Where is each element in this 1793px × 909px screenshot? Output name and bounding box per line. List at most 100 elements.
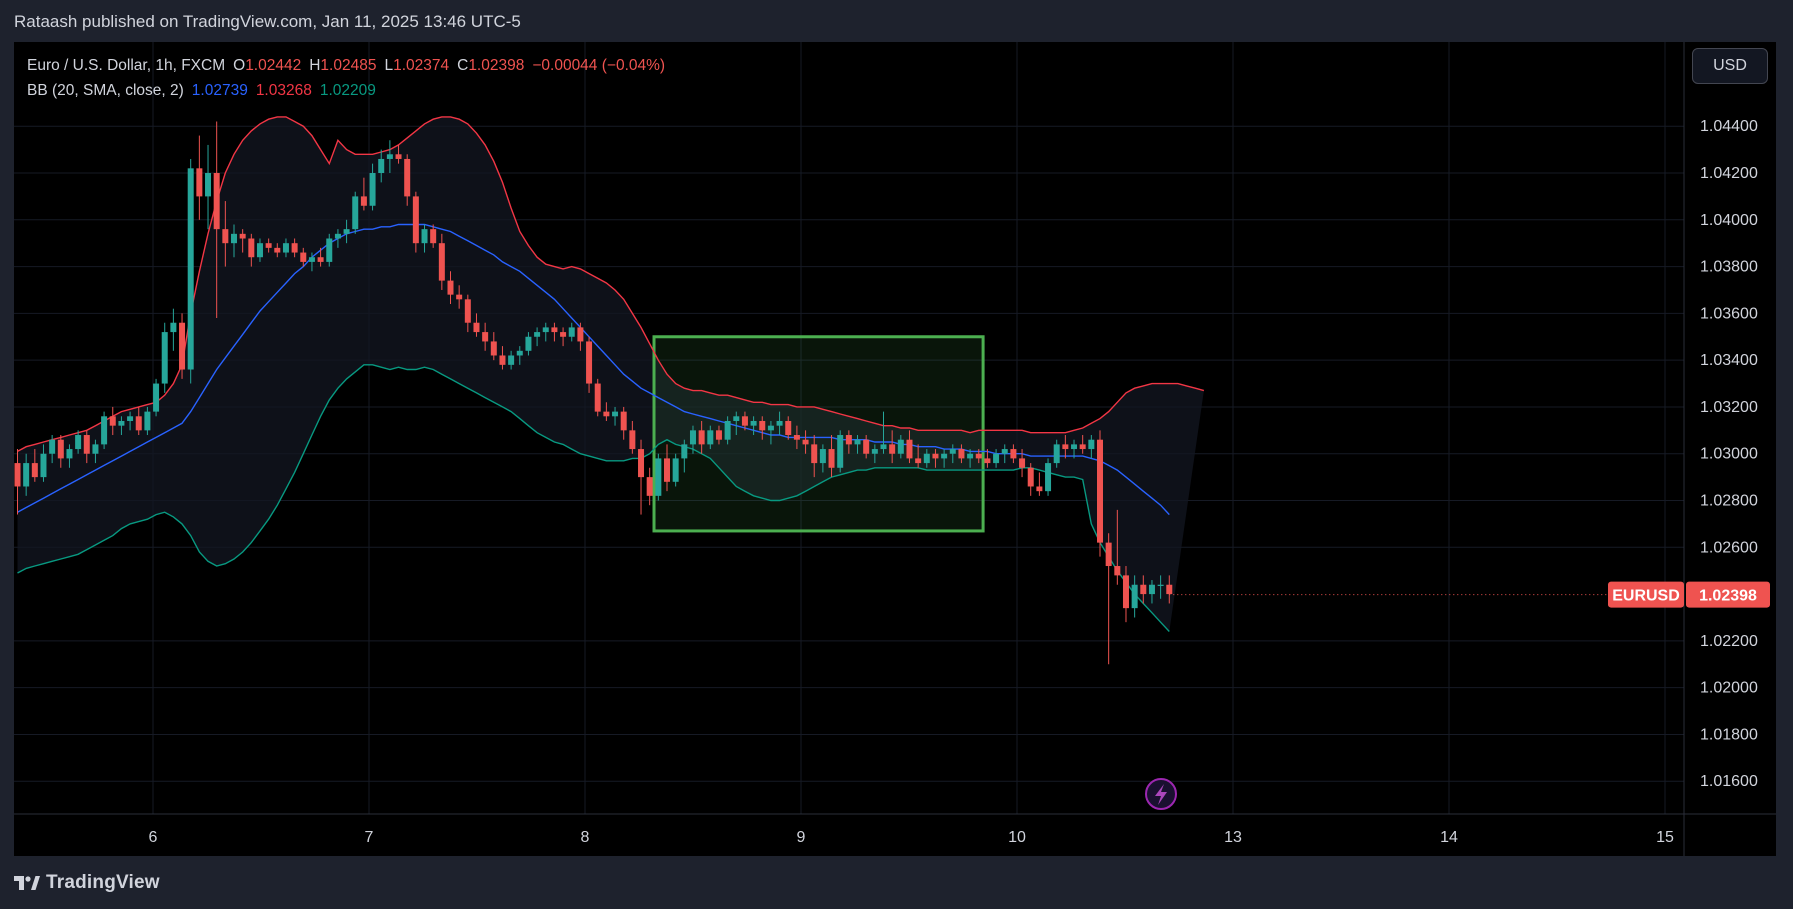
tradingview-logo[interactable]: TradingView [14, 872, 160, 894]
candle-body [274, 247, 281, 253]
y-axis-tick-label: 1.02800 [1700, 493, 1758, 510]
candle-body [326, 238, 333, 262]
candle-body [724, 420, 731, 440]
candle-body [750, 420, 757, 426]
candle-body [793, 435, 800, 440]
candle-body [1131, 584, 1138, 609]
candle-body [360, 196, 367, 206]
candle-body [1114, 566, 1121, 576]
x-axis-tick-label: 8 [581, 829, 590, 846]
candle-body [620, 411, 627, 431]
candle-body [923, 453, 930, 464]
candle-body [170, 322, 177, 333]
lightning-icon-glyph [1155, 784, 1167, 805]
y-axis-tick-label: 1.03800 [1700, 259, 1758, 276]
candle-body [646, 477, 653, 496]
symbol-label[interactable]: Euro / U.S. Dollar, 1h, FXCM [27, 57, 226, 74]
candle-body [1001, 449, 1008, 454]
candle-body [482, 332, 489, 342]
y-axis-tick-label: 1.03200 [1700, 399, 1758, 416]
candle-body [871, 449, 878, 454]
candle-body [352, 196, 359, 230]
close-value: 1.02398 [468, 57, 525, 74]
x-axis-tick-label: 15 [1656, 829, 1674, 846]
candle-body [456, 294, 463, 300]
candle-body [213, 173, 220, 230]
low-label: L [384, 57, 394, 74]
x-axis-tick-label: 14 [1440, 829, 1458, 846]
tradingview-logo-icon [14, 876, 40, 890]
candle-body [430, 229, 437, 244]
candle-body [300, 252, 307, 262]
currency-button[interactable]: USD [1692, 48, 1768, 84]
candle-body [369, 173, 376, 206]
candle-body [386, 154, 393, 159]
candle-body [638, 449, 645, 478]
candle-body [239, 233, 246, 239]
y-axis-tick-label: 1.01600 [1700, 773, 1758, 790]
candle-body [889, 444, 896, 454]
candle-body [1019, 458, 1026, 468]
candle-body [767, 425, 774, 431]
candle-body [317, 257, 324, 262]
candle-body [118, 420, 125, 426]
candle-body [854, 439, 861, 445]
candle-body [231, 233, 237, 244]
candle-body [205, 173, 212, 197]
candle-body [23, 463, 30, 487]
candle-body [837, 435, 844, 468]
x-axis-tick-label: 9 [797, 829, 806, 846]
bb-indicator-label[interactable]: BB (20, SMA, close, 2) [27, 82, 184, 99]
logo-text: TradingView [46, 872, 160, 893]
candle-body [542, 327, 549, 333]
candle-body [265, 243, 272, 248]
candle-body [689, 430, 696, 445]
candle-body [57, 439, 64, 459]
candle-body [127, 416, 134, 421]
header-bar: Rataash published on TradingView.com, Ja… [0, 0, 1793, 42]
candle-body [707, 430, 714, 445]
candle-body [144, 411, 151, 431]
candle-body [984, 458, 991, 464]
candle-body [135, 416, 142, 431]
candle-body [378, 158, 385, 174]
candle-body [551, 327, 558, 333]
candle-body [75, 435, 82, 450]
y-axis-tick-label: 1.03000 [1700, 446, 1758, 463]
x-axis-tick-label: 13 [1224, 829, 1242, 846]
candle-body [759, 420, 766, 431]
candle-body [525, 336, 532, 351]
candle-body [1166, 584, 1173, 595]
candle-body [412, 196, 419, 244]
candle-body [828, 449, 835, 468]
candle-body [941, 453, 948, 459]
candle-body [1027, 467, 1034, 487]
candle-body [464, 299, 471, 323]
y-axis-tick-label: 1.02000 [1700, 680, 1758, 697]
candle-body [577, 327, 584, 342]
candle-body [187, 168, 194, 370]
candle-body [49, 439, 56, 454]
candle-body [1010, 449, 1017, 459]
candle-body [447, 280, 454, 295]
y-axis-tick-label: 1.02200 [1700, 633, 1758, 650]
candle-body [14, 463, 21, 487]
candle-body [291, 243, 298, 253]
candle-body [698, 430, 705, 445]
candle-body [343, 229, 350, 234]
candle-body [612, 411, 619, 417]
candle-body [958, 449, 965, 459]
open-label: O [233, 57, 246, 74]
price-tag-value: 1.02398 [1699, 588, 1757, 605]
candle-body [949, 449, 956, 454]
symbol-tag-label: EURUSD [1612, 588, 1680, 605]
price-tag-background [1686, 581, 1770, 608]
candle-body [681, 444, 688, 459]
candle-body [776, 420, 783, 426]
candle-body [560, 332, 567, 337]
symbol-tag-background [1608, 581, 1684, 608]
bb-lower-value: 1.02209 [319, 82, 376, 99]
candle-body [101, 416, 108, 445]
